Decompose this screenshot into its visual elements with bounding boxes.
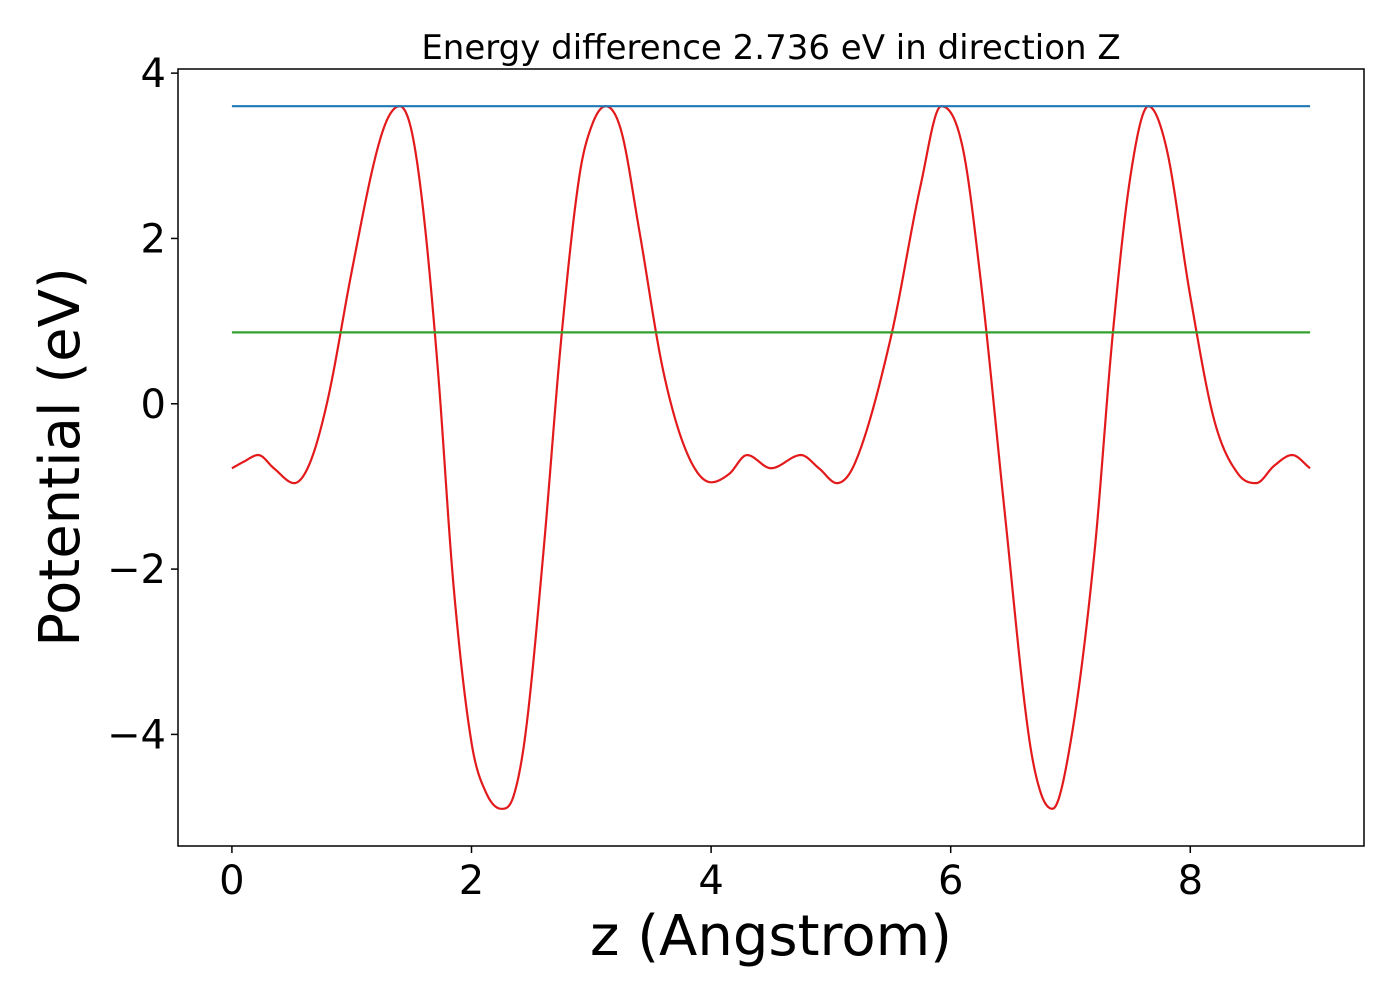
plot-area (231, 105, 1311, 810)
y-tick-label: 4 (141, 51, 166, 97)
potential-curve (231, 105, 1311, 810)
x-axis-label: z (Angstrom) (590, 904, 952, 969)
x-tick-label: 4 (698, 858, 723, 904)
y-tick-label: −2 (107, 547, 166, 593)
y-tick-label: 0 (141, 382, 166, 428)
x-tick-label: 6 (938, 858, 963, 904)
x-tick-label: 2 (459, 858, 484, 904)
y-axis: −4 −2 0 2 4 (107, 51, 178, 758)
y-axis-label: Potential (eV) (28, 267, 93, 647)
x-tick-label: 8 (1178, 858, 1203, 904)
y-tick-label: 2 (141, 216, 166, 262)
x-axis: 0 2 4 6 8 (219, 846, 1203, 904)
chart-title: Energy difference 2.736 eV in direction … (421, 28, 1120, 68)
x-tick-label: 0 (219, 858, 244, 904)
plot-frame (177, 68, 1365, 847)
y-tick-label: −4 (107, 712, 166, 758)
